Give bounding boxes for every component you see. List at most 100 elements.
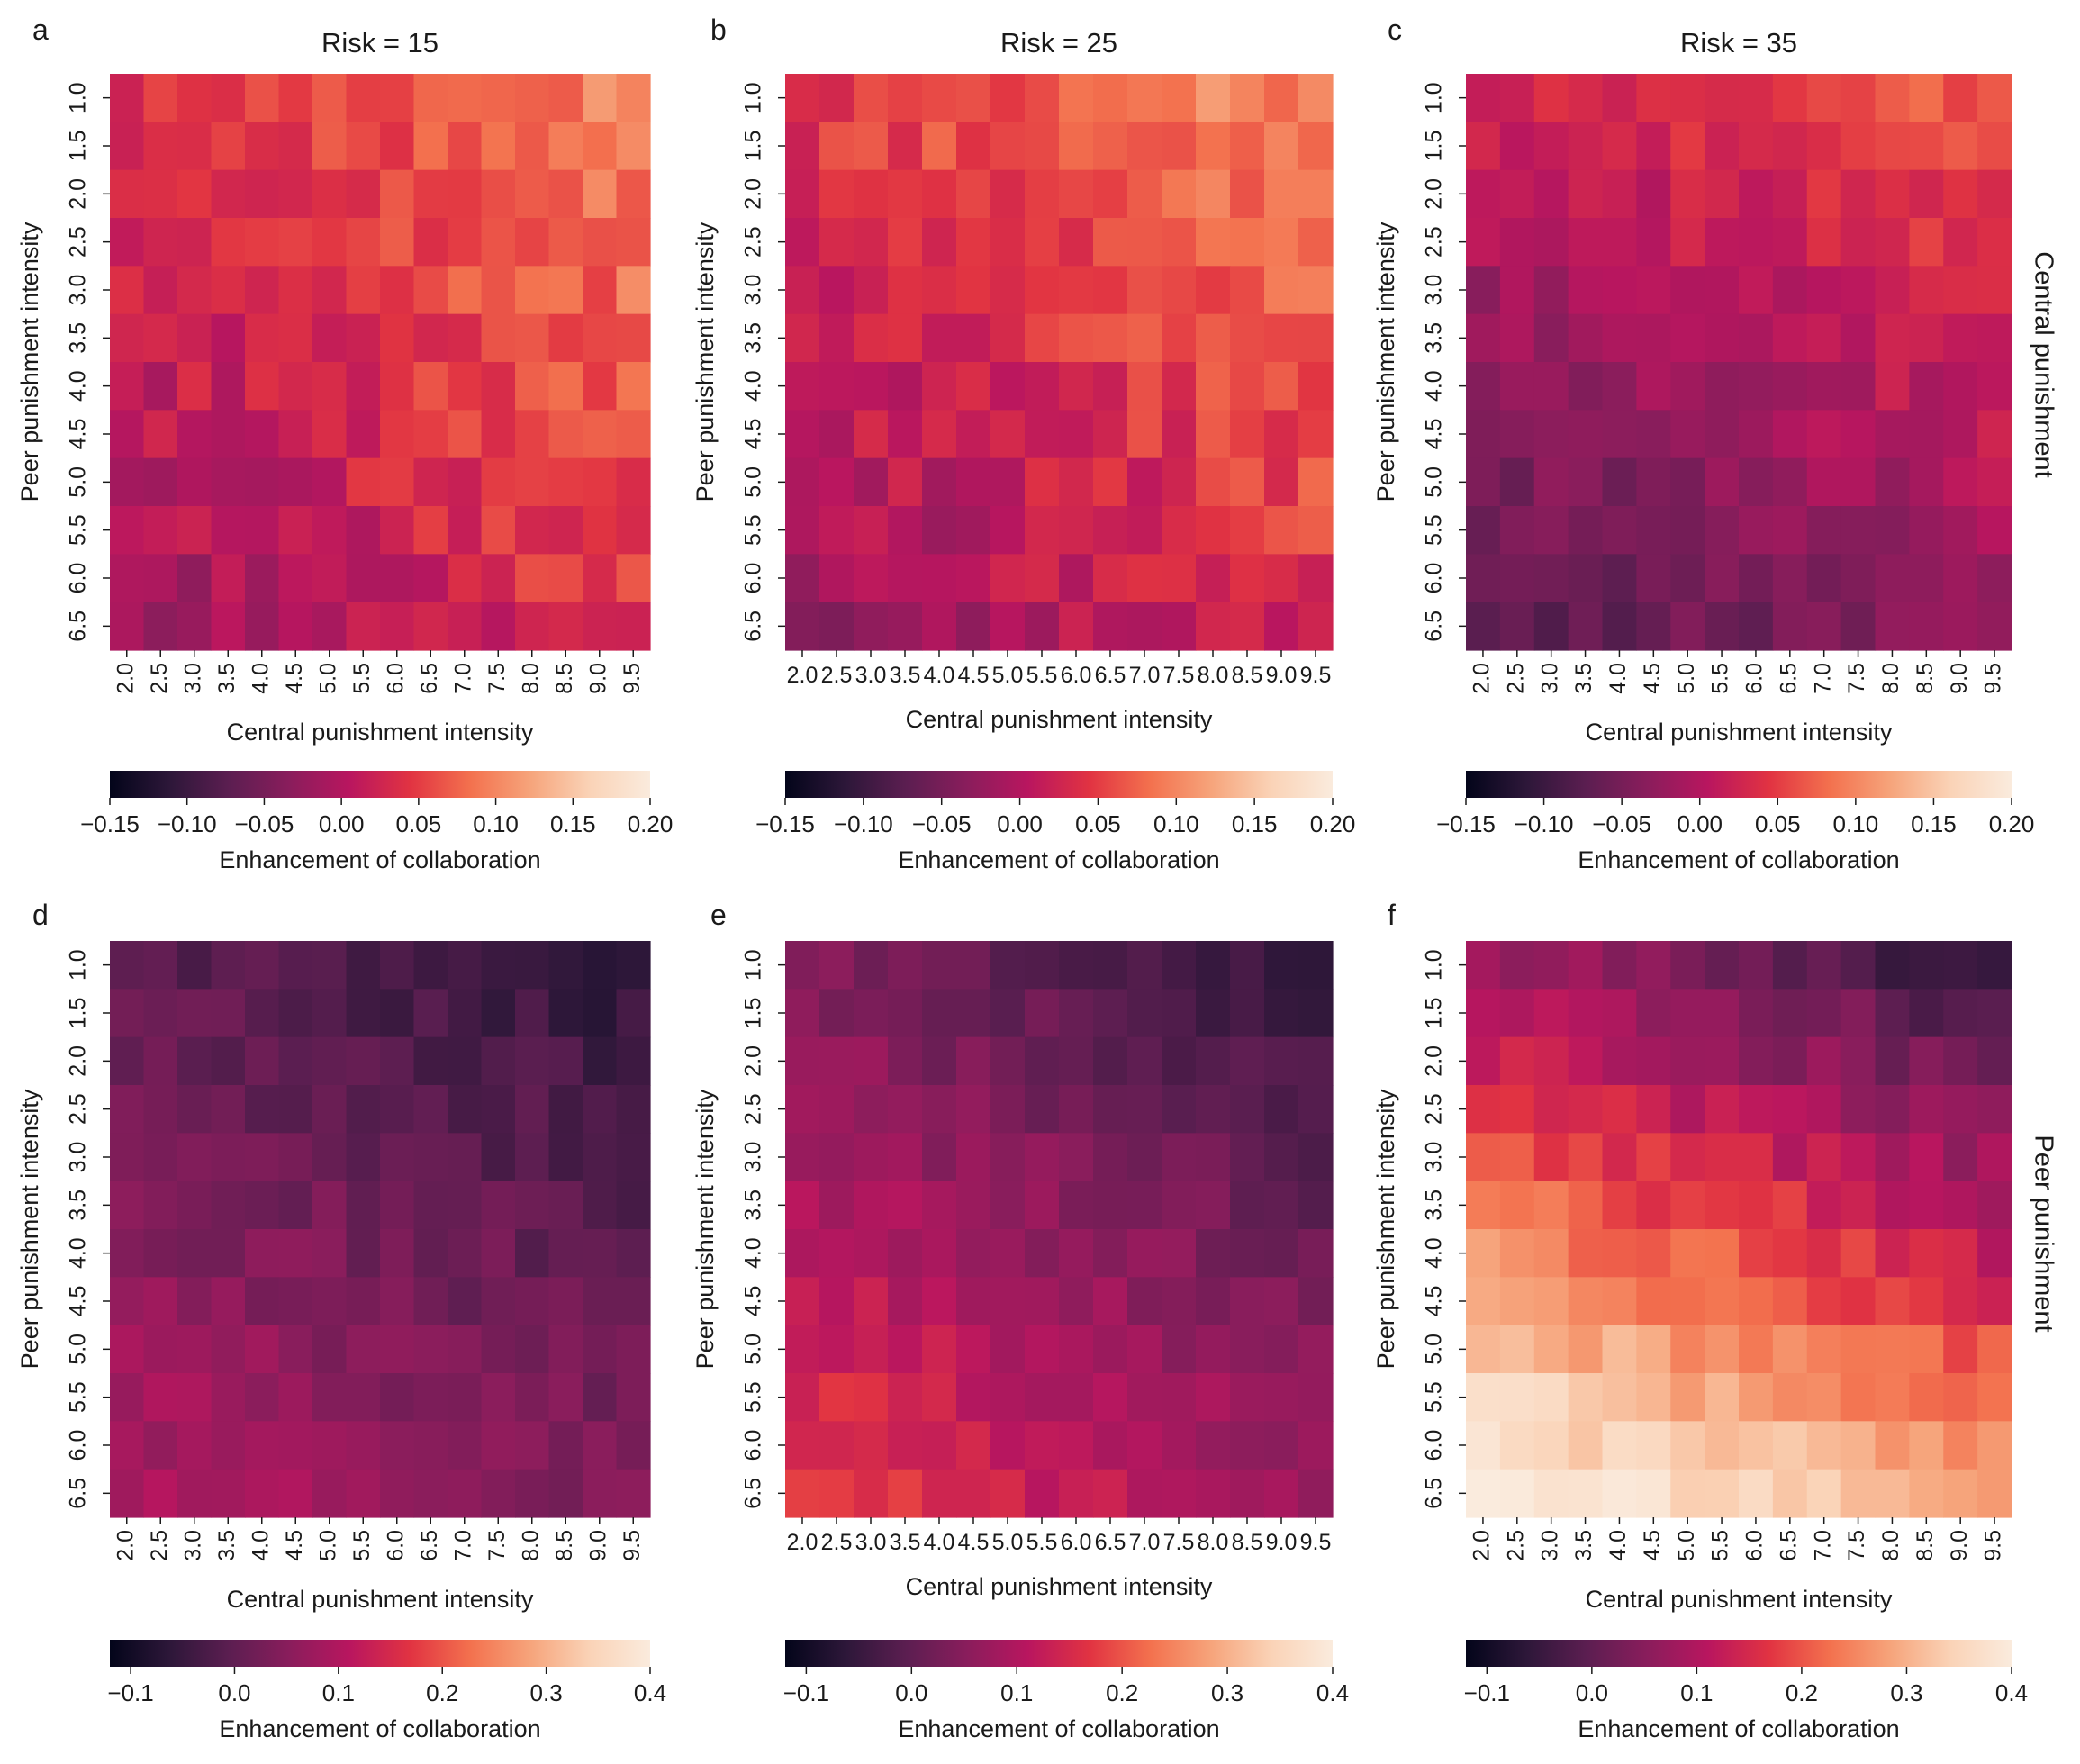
heatmap-cell: [1127, 218, 1162, 267]
heatmap-cell: [1840, 602, 1877, 651]
y-tick-label: 2.5: [1422, 1093, 1447, 1125]
heatmap-cell: [278, 554, 313, 603]
heatmap-cell: [616, 602, 651, 651]
heatmap-cell: [1670, 410, 1705, 459]
heatmap-cell: [1943, 1373, 1978, 1422]
heatmap-cell: [583, 602, 618, 651]
heatmap-cell: [1602, 218, 1637, 267]
heatmap-cell: [1840, 313, 1877, 363]
heatmap-cell: [1602, 457, 1637, 507]
colorbar-tick-label: 0.2: [1786, 1679, 1818, 1706]
heatmap-cell: [1466, 1421, 1501, 1470]
x-tick-label: 8.5: [1913, 1530, 1938, 1561]
heatmap-cell: [245, 554, 280, 603]
heatmap-cell: [1739, 506, 1774, 555]
heatmap-cell: [1875, 1133, 1910, 1182]
heatmap-cell: [110, 1036, 145, 1086]
heatmap-cell: [1670, 1469, 1705, 1518]
heatmap-cell: [278, 1469, 313, 1518]
colorbar: [1466, 771, 2012, 798]
heatmap-cell: [1499, 1277, 1535, 1326]
heatmap-cell: [1298, 1277, 1334, 1326]
heatmap-cell: [1093, 313, 1128, 363]
heatmap-cell: [1162, 1325, 1197, 1374]
heatmap-cell: [548, 122, 583, 171]
y-tick-label: 1.5: [66, 998, 91, 1029]
y-axis-label: Peer punishment intensity: [692, 1089, 719, 1369]
heatmap-cell: [1977, 122, 2012, 171]
heatmap-cell: [1943, 362, 1978, 411]
x-tick-label: 2.5: [1503, 1530, 1528, 1561]
heatmap-cell: [346, 1325, 381, 1374]
heatmap-cell: [346, 266, 381, 315]
heatmap-cell: [211, 941, 246, 990]
heatmap-cell: [922, 218, 957, 267]
heatmap-cell: [515, 1181, 550, 1230]
heatmap-cell: [278, 218, 313, 267]
heatmap-cell: [583, 941, 618, 990]
colorbar-tick-label: 0.05: [1755, 810, 1801, 837]
heatmap-cell: [1568, 1085, 1604, 1134]
heatmap-cell: [110, 313, 145, 363]
heatmap-cell: [481, 169, 516, 219]
heatmap-cell: [1093, 1469, 1128, 1518]
heatmap-cell: [312, 313, 348, 363]
heatmap-cell: [1230, 313, 1265, 363]
heatmap-cell: [278, 989, 313, 1038]
heatmap-cell: [346, 74, 381, 122]
heatmap-cell: [143, 1181, 178, 1230]
heatmap-cell: [1059, 1373, 1094, 1422]
heatmap-cell: [1466, 1085, 1501, 1134]
heatmap-cell: [1025, 457, 1060, 507]
heatmap-cell: [1670, 313, 1705, 363]
heatmap-cell: [481, 1085, 516, 1134]
x-tick-label: 5.0: [315, 1530, 340, 1561]
heatmap-cell: [312, 122, 348, 171]
heatmap-cell: [990, 122, 1026, 171]
colorbar-tick-label: 0.4: [1316, 1679, 1349, 1706]
heatmap-cell: [1162, 1421, 1197, 1470]
heatmap-cell: [346, 169, 381, 219]
heatmap-cell: [413, 218, 448, 267]
heatmap-cell: [1093, 602, 1128, 651]
heatmap-cell: [616, 1133, 651, 1182]
heatmap-cell: [1466, 602, 1501, 651]
x-tick-label: 6.0: [383, 663, 408, 694]
heatmap-cell: [143, 218, 178, 267]
heatmap-cell: [1705, 941, 1740, 990]
heatmap-cell: [922, 410, 957, 459]
heatmap-cell: [1909, 169, 1944, 219]
heatmap-cell: [380, 1421, 415, 1470]
heatmap-cell: [583, 1277, 618, 1326]
heatmap-cell: [854, 602, 889, 651]
heatmap-cell: [1909, 122, 1944, 171]
y-tick-label: 4.0: [1422, 1237, 1447, 1269]
y-tick-label: 4.5: [1422, 419, 1447, 450]
heatmap-cell: [990, 457, 1026, 507]
heatmap-cell: [1840, 989, 1877, 1038]
heatmap-cell: [1943, 122, 1978, 171]
heatmap-cell: [1499, 410, 1535, 459]
heatmap-cell: [143, 122, 178, 171]
heatmap-cell: [177, 169, 213, 219]
heatmap-cell: [1909, 989, 1944, 1038]
heatmap-cell: [1943, 457, 1978, 507]
x-axis-label: Central punishment intensity: [906, 1573, 1213, 1600]
heatmap-cell: [1298, 989, 1334, 1038]
heatmap-cell: [1909, 1325, 1944, 1374]
heatmap-cell: [1875, 1325, 1910, 1374]
heatmap-cell: [1909, 1181, 1944, 1230]
heatmap-cell: [583, 362, 618, 411]
heatmap-cell: [1568, 989, 1604, 1038]
heatmap-cell: [990, 1036, 1026, 1086]
heatmap-cell: [1298, 1469, 1334, 1518]
panel-letter-a: a: [32, 14, 49, 46]
heatmap-cell: [616, 169, 651, 219]
heatmap-cell: [380, 1133, 415, 1182]
heatmap-cell: [583, 169, 618, 219]
heatmap-cell: [1568, 1373, 1604, 1422]
heatmap-cell: [1909, 1085, 1944, 1134]
heatmap-cell: [1602, 1036, 1637, 1086]
heatmap-cell: [1568, 1469, 1604, 1518]
x-tick-label: 9.0: [1947, 663, 1972, 694]
